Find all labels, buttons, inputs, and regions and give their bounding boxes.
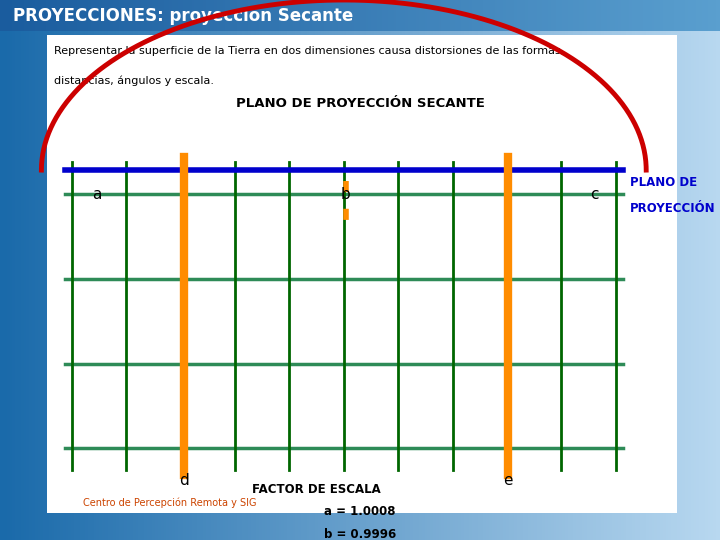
Text: PLANO DE PROYECCIÓN SECANTE: PLANO DE PROYECCIÓN SECANTE bbox=[235, 97, 485, 110]
Text: FACTOR DE ESCALA: FACTOR DE ESCALA bbox=[252, 483, 381, 496]
Text: a: a bbox=[92, 187, 102, 202]
Text: d: d bbox=[179, 473, 189, 488]
Text: b: b bbox=[341, 187, 351, 202]
Text: distancias, ángulos y escala.: distancias, ángulos y escala. bbox=[54, 76, 214, 86]
Text: PROYECCIÓN: PROYECCIÓN bbox=[630, 202, 716, 215]
Text: Representar la superficie de la Tierra en dos dimensiones causa distorsiones de : Representar la superficie de la Tierra e… bbox=[54, 46, 564, 56]
Text: b = 0.9996: b = 0.9996 bbox=[324, 528, 396, 540]
Text: a = 1.0008: a = 1.0008 bbox=[324, 505, 396, 518]
Text: c: c bbox=[590, 187, 598, 202]
FancyBboxPatch shape bbox=[47, 35, 677, 513]
Text: PLANO DE: PLANO DE bbox=[630, 176, 697, 188]
Text: e: e bbox=[503, 473, 513, 488]
Text: PROYECCIONES: proyección Secante: PROYECCIONES: proyección Secante bbox=[13, 6, 354, 25]
Text: Centro de Percepción Remota y SIG: Centro de Percepción Remota y SIG bbox=[83, 497, 256, 508]
